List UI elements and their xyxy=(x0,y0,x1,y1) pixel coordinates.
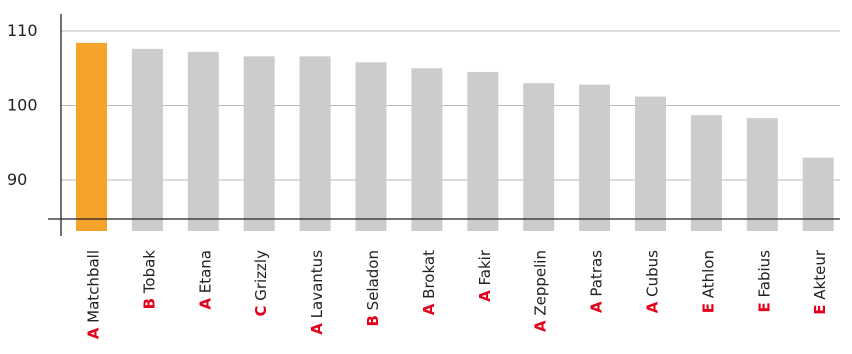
x-tick-label-tobak: B Tobak xyxy=(140,250,158,310)
variety-name: Fabius xyxy=(755,250,773,302)
y-tick-label-90: 90 xyxy=(7,170,27,189)
class-badge: A xyxy=(85,327,103,339)
class-badge: E xyxy=(755,302,773,312)
variety-name: Patras xyxy=(588,250,606,302)
x-tick-label-lavantus: A Lavantus xyxy=(308,250,326,335)
class-badge: A xyxy=(588,301,606,313)
bar-tobak xyxy=(131,48,163,231)
bar-athlon xyxy=(690,115,722,231)
x-tick-label-zeppelin: A Zeppelin xyxy=(532,250,550,332)
bar-zeppelin xyxy=(523,83,555,232)
variety-name: Cubus xyxy=(644,250,662,302)
class-badge: C xyxy=(252,306,270,317)
x-tick-label-seladon: B Seladon xyxy=(364,250,382,327)
x-tick-label-cubus: A Cubus xyxy=(644,250,662,313)
class-badge: A xyxy=(476,290,494,302)
class-badge: A xyxy=(644,301,662,313)
variety-name: Zeppelin xyxy=(532,250,550,320)
x-tick-label-akteur: E Akteur xyxy=(811,249,829,315)
x-tick-label-brokat: A Brokat xyxy=(420,250,438,315)
bars xyxy=(76,42,834,232)
class-badge: A xyxy=(420,303,438,315)
bar-patras xyxy=(579,84,611,231)
y-tick-label-100: 100 xyxy=(7,96,38,115)
variety-name: Matchball xyxy=(85,250,103,328)
variety-name: Akteur xyxy=(811,249,829,304)
variety-name: Etana xyxy=(196,250,214,298)
axes xyxy=(48,14,840,236)
bar-brokat xyxy=(411,68,443,231)
bar-lavantus xyxy=(299,56,331,231)
variety-name: Athlon xyxy=(699,250,717,303)
variety-name: Grizzly xyxy=(252,250,270,306)
variety-name: Tobak xyxy=(140,250,158,298)
bar-grizzly xyxy=(243,56,275,231)
class-badge: E xyxy=(811,305,829,315)
class-badge: A xyxy=(308,323,326,335)
variety-name: Fakir xyxy=(476,249,494,290)
bar-fabius xyxy=(746,118,778,231)
variety-name: Brokat xyxy=(420,250,438,304)
x-tick-label-fabius: E Fabius xyxy=(755,250,773,313)
x-tick-label-athlon: E Athlon xyxy=(699,250,717,313)
variety-name: Seladon xyxy=(364,250,382,315)
class-badge: B xyxy=(140,298,158,309)
variety-name: Lavantus xyxy=(308,250,326,323)
x-tick-label-patras: A Patras xyxy=(588,250,606,313)
bar-etana xyxy=(187,51,219,231)
category-labels: A Matchball B Tobak A Etana C Grizzly A Lava… xyxy=(85,249,830,339)
class-badge: B xyxy=(364,315,382,326)
bar-matchball xyxy=(76,42,107,231)
class-badge: A xyxy=(196,298,214,310)
x-tick-label-etana: A Etana xyxy=(196,250,214,310)
bar-cubus xyxy=(635,96,666,231)
x-tick-label-matchball: A Matchball xyxy=(85,250,103,339)
x-tick-label-fakir: A Fakir xyxy=(476,249,494,302)
class-badge: A xyxy=(532,320,550,332)
y-tick-label-110: 110 xyxy=(7,21,38,40)
class-badge: E xyxy=(699,303,717,313)
bar-akteur xyxy=(802,157,834,231)
bar-fakir xyxy=(467,71,499,231)
bar-seladon xyxy=(355,62,387,231)
x-tick-label-grizzly: C Grizzly xyxy=(252,250,270,317)
